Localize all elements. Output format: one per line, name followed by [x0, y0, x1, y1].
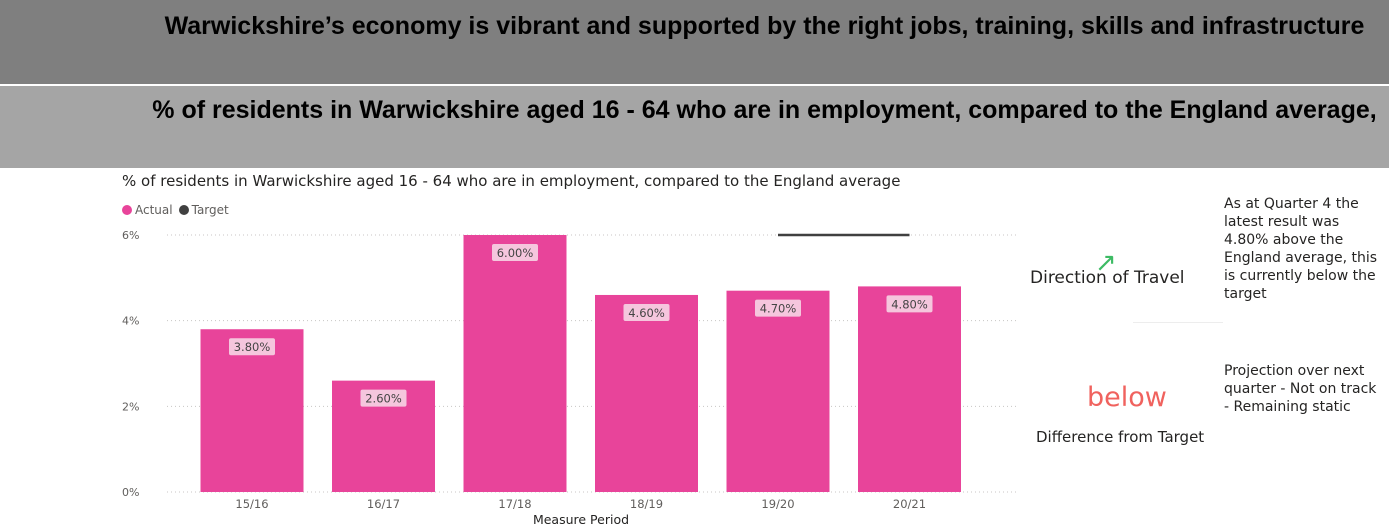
legend-dot-target — [178, 205, 189, 215]
data-label: 2.60% — [365, 392, 402, 406]
x-tick-label: 15/16 — [235, 497, 268, 511]
divider — [1133, 322, 1223, 323]
y-tick-label: 4% — [122, 315, 139, 328]
data-label: 6.00% — [497, 246, 534, 260]
projection-note: Projection over next quarter - Not on tr… — [1224, 363, 1377, 415]
data-label: 4.80% — [891, 297, 928, 311]
data-label: 4.60% — [628, 306, 665, 320]
data-label-box — [755, 299, 801, 317]
y-tick-label: 2% — [122, 400, 139, 413]
data-label-box — [360, 389, 407, 407]
x-tick-label: 18/19 — [630, 497, 663, 511]
bar — [858, 286, 961, 492]
difference-value: below — [1087, 382, 1167, 413]
x-tick-label: 20/21 — [893, 497, 926, 511]
data-label-box — [623, 303, 670, 321]
direction-of-travel-label: Direction of Travel — [1030, 268, 1185, 288]
x-tick-label: 17/18 — [498, 497, 531, 511]
data-label: 4.70% — [760, 302, 797, 316]
measure-heading: % of residents in Warwickshire aged 16 -… — [152, 96, 1377, 124]
x-axis-title: Measure Period — [533, 512, 629, 527]
bar — [726, 290, 830, 492]
data-label-box — [229, 338, 275, 356]
status-note: As at Quarter 4 the latest result was 4.… — [1224, 196, 1378, 302]
measure-heading-banner: % of residents in Warwickshire aged 16 -… — [0, 86, 1389, 168]
data-label-box — [492, 244, 538, 261]
x-tick-label: 16/17 — [367, 497, 400, 511]
legend-item-actual[interactable]: Actual — [122, 203, 173, 217]
x-tick-label: 19/20 — [761, 497, 794, 511]
page-heading: Warwickshire’s economy is vibrant and su… — [164, 12, 1365, 40]
legend-item-target[interactable]: Target — [178, 203, 229, 217]
page-heading-banner: Warwickshire’s economy is vibrant and su… — [0, 0, 1389, 84]
legend-label-target: Target — [191, 203, 229, 217]
difference-from-target-label: Difference from Target — [1036, 428, 1205, 446]
chart-title: % of residents in Warwickshire aged 16 -… — [122, 172, 901, 190]
y-tick-label: 6% — [122, 229, 139, 242]
data-label: 3.80% — [234, 340, 271, 354]
bar — [463, 235, 567, 492]
legend-dot-actual — [122, 205, 132, 215]
data-label-box — [886, 295, 933, 313]
arrow-up-right-icon: ↗ — [1095, 248, 1117, 278]
bar — [200, 329, 304, 492]
chart-legend[interactable]: Actual Target — [122, 203, 235, 217]
bar — [595, 294, 698, 492]
y-tick-label: 0% — [122, 486, 139, 499]
legend-label-actual: Actual — [135, 203, 173, 217]
